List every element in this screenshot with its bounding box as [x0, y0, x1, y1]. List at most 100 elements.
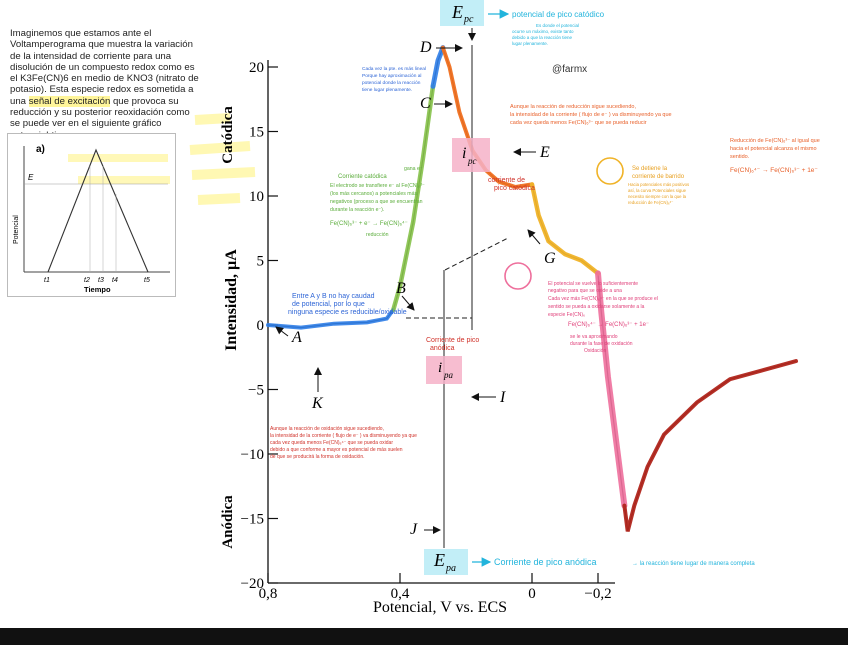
segment-h-j: [595, 270, 628, 509]
point-label-g: G: [544, 250, 556, 267]
intro-text-before: Imaginemos que estamos ante el Voltamper…: [10, 28, 199, 107]
ipc-label: i: [462, 145, 466, 162]
point-label-k: K: [311, 395, 324, 412]
pink-note-0: El potencial se vuelve lo suficientement…: [548, 281, 638, 287]
axes: [267, 60, 615, 584]
segment-c-d: [430, 45, 446, 89]
ipa-sub: pa: [443, 370, 454, 380]
pink-note: El potencial se vuelve lo suficientement…: [548, 281, 658, 354]
red-note-4: de que se producirá la forma de oxidació…: [270, 454, 365, 460]
blue-note-1: de potencial, por lo que: [292, 301, 365, 308]
green-note-2: (los más cercanos) a potenciales más: [330, 191, 417, 197]
f-circle: [596, 157, 624, 185]
epa-note: Corriente de pico anódica: [494, 557, 597, 567]
f-small-3: reducción de Fe(CN)₆³⁻: [628, 200, 673, 205]
bottom-bar: [0, 628, 848, 645]
green-top: gana e⁻: [404, 166, 423, 172]
inset-triangle-signal: [47, 148, 149, 273]
point-arrow-a: [275, 326, 289, 337]
pink-small-2: Oxidación: [584, 348, 606, 354]
d-note-1: la intensidad de la corriente ( flujo de…: [510, 112, 672, 118]
blue-note: Entre A y B no hay caudad de potencial, …: [288, 293, 407, 316]
pink-reaction: Fe(CN)₆⁴⁻ → Fe(CN)₆³⁻ + 1e⁻: [568, 321, 649, 328]
epc-small-3: lugar plenamente.: [512, 41, 548, 46]
f-small-0: Hacia potenciales más positivos: [628, 182, 689, 187]
f-small-note: Hacia potenciales más positivos así, la …: [628, 182, 689, 205]
segment-f-h: [529, 182, 601, 276]
f-note: Se detiene la corriente de barrido: [632, 166, 685, 180]
epa-tail: → la reacción tiene lugar de manera comp…: [632, 561, 755, 567]
green-note: gana e⁻ Corriente catódica El electrodo …: [330, 166, 425, 238]
pink-small-0: se le va aproximando: [570, 334, 618, 340]
ipa-note-1: anódica: [430, 345, 455, 352]
red-note-0: Aunque la reacción de oxidación sigue su…: [270, 426, 384, 432]
y-tick-label-5: −5: [248, 383, 264, 399]
inset-tick-t1: t1: [44, 277, 50, 284]
y-tick-label-1: 15: [249, 125, 264, 141]
red-note: Aunque la reacción de oxidación sigue su…: [270, 426, 417, 460]
excitation-signal-inset: a) E t1 t2 t3 t4 t5 Tiempo Potencial: [7, 133, 176, 297]
y-tick-label-6: −10: [241, 447, 264, 463]
point-label-c: C: [420, 95, 431, 112]
ipc-highlight: [452, 138, 490, 172]
y-tick-label-8: −20: [241, 576, 264, 592]
epc-small-1: ocurre un máximo, existe tanto: [512, 29, 574, 34]
blue-note-0: Entre A y B no hay caudad: [292, 293, 375, 300]
inset-tick-t2: t2: [84, 277, 90, 284]
epc-small-2: debido a que la reacción tiene: [512, 35, 573, 40]
y-tick-label-3: 5: [257, 254, 265, 270]
red-note-3: debido a que conforme a mayor es potenci…: [270, 447, 403, 453]
d-note-0: Aunque la reacción de reducción sigue su…: [510, 104, 636, 110]
ipa-note-0: Corriente de pico: [426, 337, 479, 344]
ipa-label: i: [438, 360, 442, 376]
point-label-d: D: [419, 39, 432, 56]
inset-tick-t4: t4: [112, 277, 118, 284]
red-note-2: cada vez queda menos Fe(CN)₆⁴⁻ que se pu…: [270, 440, 393, 446]
point-arrow-b: [401, 295, 415, 311]
y-ticks: 20 15 10 5 0 −5 −10 −15 −20: [241, 60, 278, 592]
epc-small-0: Es donde el potencial: [536, 23, 579, 28]
y-tick-label-2: 10: [249, 189, 264, 205]
ipc-note-0: corriente de: [488, 177, 525, 184]
epc-small-note: Es donde el potencial ocurre un máximo, …: [512, 23, 579, 46]
epa-highlight: [424, 549, 468, 575]
green-reaction: Fe(CN)₆³⁻ + e⁻ → Fe(CN)₆⁴⁻: [330, 220, 408, 227]
ipa-highlight: [426, 356, 462, 384]
baseline-anodic: [444, 237, 509, 271]
inset-tick-t3: t3: [98, 277, 104, 284]
point-label-a: A: [291, 329, 302, 346]
y-axis-label: Intensidad, µA: [223, 249, 240, 351]
inset-tick-t5: t5: [144, 277, 150, 284]
inset-xlabel: Tiempo: [84, 285, 111, 294]
c-note-0: Cada vez la pte. es más lineal: [362, 66, 426, 72]
inset-chart: a) E t1 t2 t3 t4 t5 Tiempo Potencial: [13, 144, 170, 294]
intro-highlight: señal de excitación: [28, 95, 111, 107]
x-tick-label-0: 0,8: [259, 586, 278, 602]
ipc-note: corriente de pico catódica: [488, 177, 535, 192]
inset-label: a): [36, 144, 45, 155]
green-note-0: Corriente catódica: [338, 174, 387, 180]
point-label-j: J: [410, 521, 418, 538]
green-sub: reducción: [366, 232, 389, 238]
x-tick-label-2: 0: [528, 586, 536, 602]
c-note-3: tiene lugar plenamente.: [362, 87, 412, 93]
region-cathodic: Catódica: [220, 106, 236, 164]
highlighter-marks: [189, 113, 256, 205]
inset-highlight-2: [78, 176, 170, 184]
x-tick-label-1: 0,4: [391, 586, 410, 602]
x-tick-label-3: −0,2: [584, 586, 611, 602]
region-anodic: Anódica: [220, 495, 236, 549]
point-label-e: E: [539, 144, 550, 161]
f-small-2: necesito siempre con la que la: [628, 194, 687, 199]
y-tick-label-0: 20: [249, 60, 264, 76]
pink-note-1: negativo para que se oxide a una: [548, 288, 622, 294]
inset-ylabel: Potencial: [13, 215, 20, 244]
segment-a-b: [266, 307, 396, 330]
epc-sub: pc: [463, 14, 474, 25]
right-note-2: sentido.: [730, 154, 750, 160]
point-arrow-g: [527, 229, 541, 245]
c-note-2: potencial donde la reacción: [362, 80, 421, 86]
pink-small-1: durante la fase de oxidación: [570, 341, 633, 347]
d-note: Aunque la reacción de reducción sigue su…: [510, 104, 672, 126]
point-label-i: I: [499, 389, 506, 406]
